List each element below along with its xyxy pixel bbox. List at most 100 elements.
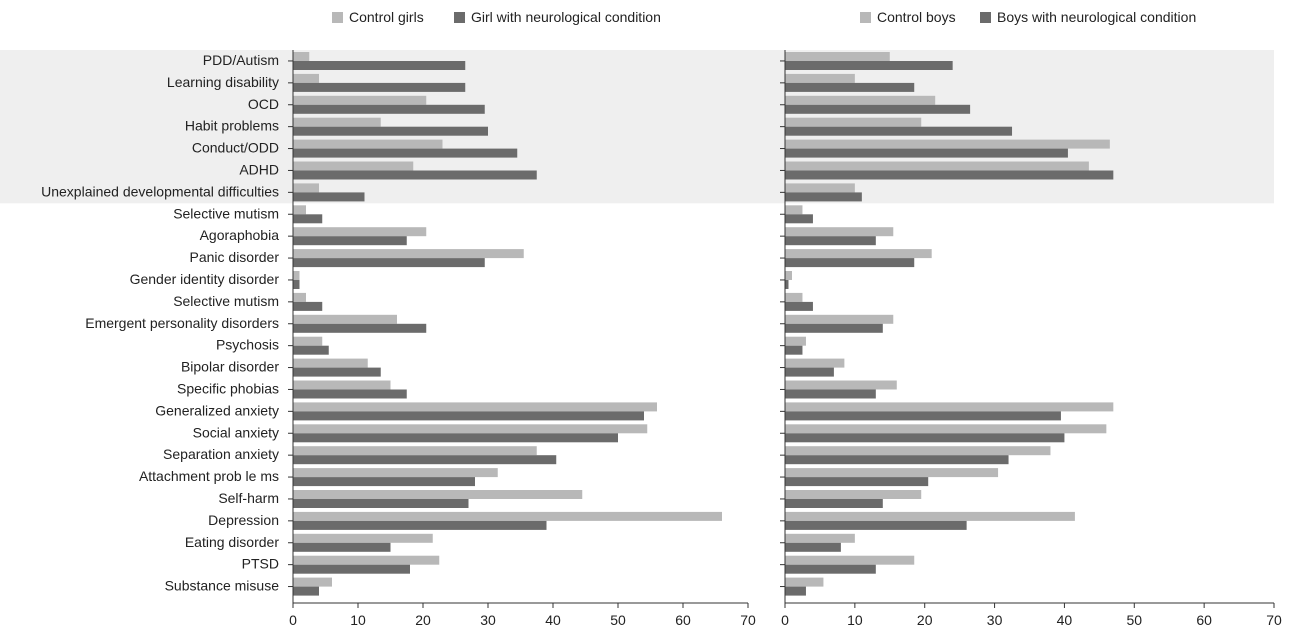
control-bar	[293, 95, 427, 105]
condition-bar	[785, 126, 1013, 136]
condition-bar	[785, 345, 803, 355]
control-bar	[785, 139, 1110, 149]
legend-swatch	[980, 12, 991, 23]
category-label: Bipolar disorder	[181, 359, 279, 375]
condition-bar	[785, 301, 813, 311]
control-bar	[785, 555, 915, 565]
category-label: Separation anxiety	[163, 446, 279, 462]
x-tick-label: 60	[675, 612, 691, 628]
x-tick-label: 10	[350, 612, 366, 628]
category-label: Gender identity disorder	[130, 271, 280, 287]
legend-swatch	[332, 12, 343, 23]
control-bar	[293, 271, 300, 280]
control-bar	[293, 511, 722, 521]
control-bar	[293, 380, 391, 390]
condition-bar	[785, 433, 1065, 443]
condition-bar	[293, 345, 329, 355]
control-bar	[785, 336, 806, 346]
condition-bar	[785, 82, 915, 92]
category-label: Attachment prob le ms	[139, 468, 279, 484]
condition-bar	[293, 170, 537, 180]
legend-label: Control girls	[349, 9, 424, 25]
control-bar	[293, 424, 648, 434]
control-bar	[293, 490, 583, 499]
category-label: Selective mutism	[173, 205, 279, 221]
condition-bar	[785, 586, 806, 596]
control-bar	[785, 490, 922, 499]
condition-bar	[293, 236, 407, 246]
control-bar	[785, 358, 845, 368]
condition-bar	[785, 148, 1068, 158]
condition-bar	[293, 323, 427, 333]
condition-bar	[293, 389, 407, 399]
category-label: Learning disability	[167, 74, 279, 90]
control-bar	[785, 533, 855, 543]
legend-swatch	[454, 12, 465, 23]
condition-bar	[293, 258, 485, 268]
condition-bar	[785, 389, 876, 399]
x-tick-label: 50	[610, 612, 626, 628]
legend-label: Girl with neurological condition	[471, 9, 661, 25]
control-bar	[785, 52, 890, 61]
category-label: Conduct/ODD	[192, 140, 279, 156]
category-label: Substance misuse	[165, 578, 280, 594]
legend-swatch	[860, 12, 871, 23]
condition-bar	[293, 82, 466, 92]
control-bar	[293, 402, 657, 412]
condition-bar	[293, 280, 300, 289]
x-tick-label: 70	[740, 612, 756, 628]
condition-bar	[785, 323, 883, 333]
x-tick-label: 50	[1126, 612, 1142, 628]
control-bar	[785, 183, 855, 193]
control-bar	[785, 249, 932, 259]
condition-bar	[785, 104, 971, 114]
category-label: Social anxiety	[193, 424, 279, 440]
control-bar	[293, 555, 440, 565]
control-bar	[785, 161, 1089, 171]
x-tick-label: 20	[917, 612, 933, 628]
category-label: Specific phobias	[177, 381, 279, 397]
control-bar	[293, 336, 323, 346]
category-label: Self-harm	[218, 490, 279, 506]
condition-bar	[293, 61, 466, 70]
control-bar	[785, 117, 922, 127]
category-label: ADHD	[239, 162, 279, 178]
category-label: PDD/Autism	[203, 52, 279, 68]
control-bar	[293, 205, 306, 215]
x-tick-label: 70	[1266, 612, 1282, 628]
condition-bar	[293, 586, 319, 596]
x-tick-label: 0	[289, 612, 297, 628]
x-tick-label: 30	[987, 612, 1003, 628]
condition-bar	[785, 258, 915, 268]
condition-bar	[785, 455, 1009, 465]
control-bar	[785, 73, 855, 83]
x-tick-label: 20	[415, 612, 431, 628]
category-label: Generalized anxiety	[155, 402, 279, 418]
legend-label: Control boys	[877, 9, 956, 25]
category-label: Agoraphobia	[200, 227, 280, 243]
x-tick-label: 30	[480, 612, 496, 628]
control-bar	[293, 183, 319, 193]
condition-bar	[293, 148, 518, 158]
condition-bar	[293, 214, 323, 224]
control-bar	[293, 249, 524, 259]
condition-bar	[293, 411, 644, 421]
condition-bar	[293, 520, 547, 530]
girls-panel: PDD/Autism Learning disability OCD Habit pr…	[41, 50, 756, 628]
category-label: Panic disorder	[190, 249, 280, 265]
control-bar	[293, 577, 332, 587]
control-bar	[785, 314, 894, 324]
condition-bar	[293, 564, 410, 574]
control-bar	[785, 380, 897, 390]
control-bar	[293, 139, 443, 149]
condition-bar	[785, 192, 862, 202]
control-bar	[785, 271, 792, 280]
condition-bar	[785, 170, 1114, 180]
condition-bar	[785, 520, 967, 530]
category-label: OCD	[248, 96, 279, 112]
control-bar	[293, 292, 306, 302]
control-bar	[785, 227, 894, 237]
category-label: Depression	[208, 512, 279, 528]
